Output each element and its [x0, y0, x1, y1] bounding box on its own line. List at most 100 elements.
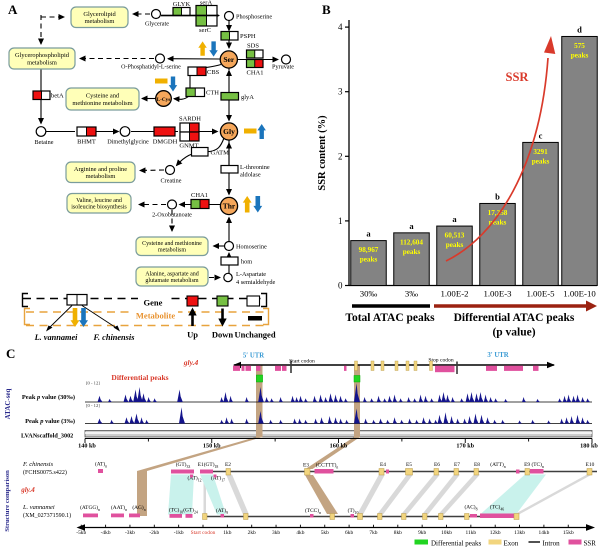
svg-text:Exon: Exon [504, 539, 519, 547]
svg-text:3: 3 [338, 87, 343, 97]
svg-text:Betaine: Betaine [35, 139, 54, 146]
svg-text:Gene: Gene [144, 298, 163, 308]
svg-text:-4kb: -4kb [101, 530, 111, 536]
svg-text:3kb: 3kb [272, 530, 280, 536]
svg-text:A: A [8, 2, 18, 17]
svg-text:4: 4 [338, 22, 343, 32]
svg-text:peaks: peaks [571, 51, 589, 59]
svg-text:Differential ATAC peaks: Differential ATAC peaks [454, 312, 575, 324]
svg-text:Structure comparison: Structure comparison [4, 470, 11, 532]
svg-text:peaks: peaks [403, 248, 421, 256]
svg-text:E6: E6 [434, 462, 440, 468]
svg-text:metabolism: metabolism [158, 248, 186, 254]
svg-text:SSR: SSR [506, 70, 530, 84]
svg-text:60,513: 60,513 [445, 232, 465, 240]
svg-text:160 kb: 160 kb [330, 443, 348, 450]
svg-text:Glycerolipid: Glycerolipid [83, 11, 116, 18]
svg-text:gly.4: gly.4 [183, 358, 199, 367]
svg-text:E8: E8 [474, 462, 480, 468]
svg-text:BHMT: BHMT [77, 139, 96, 146]
svg-text:metabolism: metabolism [86, 173, 116, 180]
svg-text:6kb: 6kb [345, 530, 353, 536]
svg-text:-2kb: -2kb [149, 530, 159, 536]
svg-text:(TCC)n: (TCC)n [305, 507, 321, 515]
svg-text:30‰: 30‰ [360, 289, 378, 299]
svg-text:CTH: CTH [206, 90, 219, 97]
svg-text:12kb: 12kb [490, 530, 501, 536]
svg-text:(AAT)n: (AAT)n [111, 504, 127, 512]
svg-text:CHA1: CHA1 [191, 192, 208, 199]
svg-text:Unchanged: Unchanged [234, 330, 275, 340]
svg-text:L-Cys: L-Cys [157, 97, 171, 103]
svg-text:E3: E3 [303, 463, 309, 469]
svg-text:Gly: Gly [223, 127, 235, 136]
svg-text:GATM: GATM [211, 150, 230, 157]
svg-text:Up: Up [187, 330, 198, 340]
svg-text:8kb: 8kb [394, 530, 402, 536]
svg-text:-5kb: -5kb [76, 530, 86, 536]
svg-text:14kb: 14kb [539, 530, 550, 536]
svg-text:serC: serC [199, 27, 211, 34]
svg-text:11kb: 11kb [466, 530, 477, 536]
svg-text:Glycerophospholipid: Glycerophospholipid [15, 52, 70, 59]
svg-text:F. chinensis: F. chinensis [93, 333, 135, 342]
svg-text:L-Aspartate: L-Aspartate [236, 271, 266, 278]
svg-text:peaks: peaks [360, 256, 378, 264]
svg-text:ATAC-seq: ATAC-seq [4, 388, 12, 419]
svg-text:4 semialdehyde: 4 semialdehyde [236, 279, 276, 286]
svg-text:serA: serA [200, 0, 213, 7]
svg-text:Cysteine and: Cysteine and [86, 93, 120, 100]
svg-text:1: 1 [338, 216, 343, 226]
svg-text:CHA1: CHA1 [247, 70, 264, 77]
svg-text:SARDH: SARDH [179, 116, 201, 123]
svg-text:peaks: peaks [446, 241, 464, 249]
svg-text:SDS: SDS [247, 43, 259, 50]
svg-text:575: 575 [574, 42, 585, 50]
svg-text:1.00E-10: 1.00E-10 [563, 289, 596, 299]
svg-text:(ATT)n: (ATT)n [490, 461, 505, 469]
svg-text:Dimethylglycine: Dimethylglycine [107, 139, 149, 146]
svg-text:L. vannamei: L. vannamei [22, 504, 55, 511]
svg-text:3′ UTR: 3′ UTR [487, 352, 508, 359]
svg-text:E5: E5 [406, 462, 412, 468]
svg-text:1.00E-2: 1.00E-2 [440, 289, 468, 299]
svg-text:(ATGG)n: (ATGG)n [80, 504, 100, 512]
svg-text:Down: Down [212, 330, 234, 340]
svg-text:PSPH: PSPH [240, 33, 256, 40]
svg-text:C: C [6, 346, 15, 361]
svg-text:[0 - 12]: [0 - 12] [86, 403, 100, 408]
svg-text:Start codon: Start codon [289, 359, 315, 365]
svg-text:betA: betA [51, 93, 64, 100]
svg-text:(CCTTT)n: (CCTTT)n [316, 462, 339, 470]
svg-text:Metabolite: Metabolite [136, 311, 175, 321]
svg-text:Creatine: Creatine [161, 178, 182, 185]
svg-text:[0 - 12]: [0 - 12] [86, 381, 100, 386]
svg-text:DMGDH: DMGDH [153, 139, 178, 146]
svg-text:L-threonine: L-threonine [240, 164, 270, 171]
svg-text:Arginine and proline: Arginine and proline [74, 166, 127, 173]
svg-text:140 kb: 140 kb [78, 443, 96, 450]
svg-text:glutamate metabolism: glutamate metabolism [145, 278, 198, 284]
svg-text:E7: E7 [454, 462, 460, 468]
svg-text:aldolase: aldolase [240, 172, 261, 179]
svg-text:b: b [495, 191, 500, 201]
svg-text:4kb: 4kb [296, 530, 304, 536]
svg-text:9kb: 9kb [418, 530, 426, 536]
svg-text:Phosphoserine: Phosphoserine [236, 14, 272, 21]
svg-text:gly.4: gly.4 [20, 486, 35, 494]
svg-text:metabolism: metabolism [27, 59, 57, 66]
svg-text:15kb: 15kb [563, 530, 574, 536]
svg-text:Pyruvate: Pyruvate [272, 64, 294, 71]
svg-text:-1kb: -1kb [174, 530, 184, 536]
svg-text:2-Oxobutanoate: 2-Oxobutanoate [152, 212, 192, 219]
svg-text:2kb: 2kb [248, 530, 256, 536]
svg-text:E4: E4 [380, 462, 386, 468]
svg-text:(FCHS0075.s422): (FCHS0075.s422) [23, 469, 67, 476]
svg-text:peaks: peaks [532, 157, 550, 165]
svg-text:isoleucine biosynthesis: isoleucine biosynthesis [71, 205, 127, 211]
svg-text:112,604: 112,604 [400, 238, 423, 246]
svg-text:3291: 3291 [533, 148, 548, 156]
svg-text:F. chinensis: F. chinensis [22, 461, 54, 468]
svg-text:Glycerate: Glycerate [145, 21, 169, 28]
svg-text:Ser: Ser [223, 55, 235, 64]
